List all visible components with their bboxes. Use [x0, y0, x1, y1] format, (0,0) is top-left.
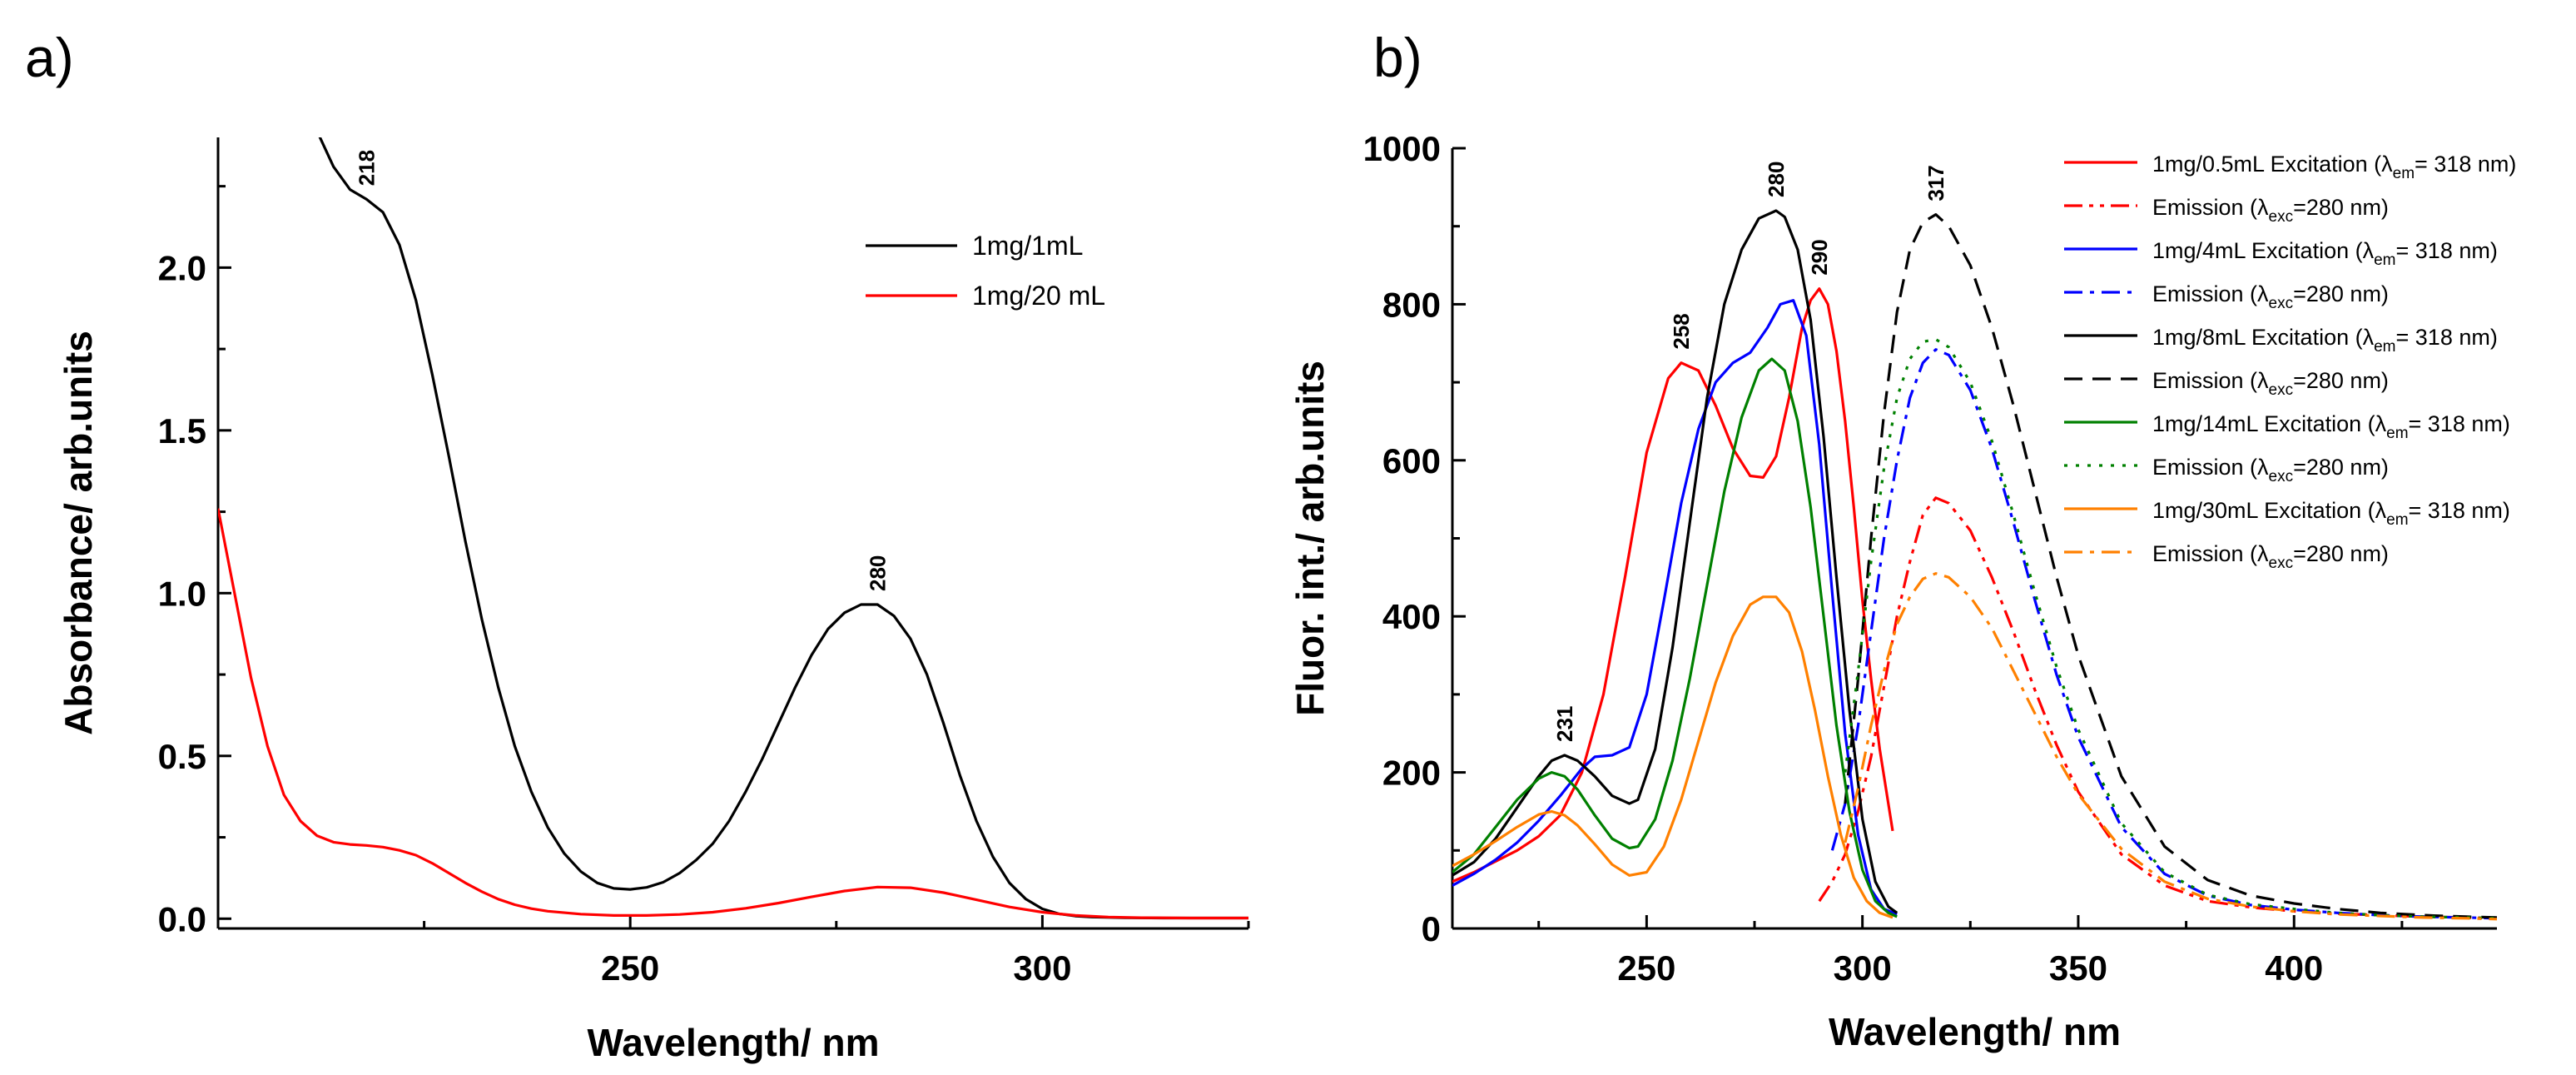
- panel-b-peak-label: 317: [1923, 165, 1948, 201]
- panel-b-x-axis-title: Wavelength/ nm: [1829, 1010, 2121, 1053]
- panel-b-series-line-4: [1452, 209, 1898, 914]
- panel-b-peak-label: 231: [1552, 706, 1577, 742]
- panel-b-series-line-8: [1452, 595, 1894, 919]
- panel-a-x-tick-label: 250: [601, 948, 659, 988]
- chart-panel-a: 250 300 0.0 0.5 1.0 1.5 2.0 Wavelength/ nm Absor…: [57, 137, 1250, 1064]
- panel-b-curves: [1452, 209, 2497, 921]
- panel-b-y-tick-label: 200: [1382, 754, 1441, 793]
- panel-a-y-tick-label: 0.5: [158, 737, 206, 776]
- panel-b-legend-entry-7: Emission (λexc=280 nm): [2152, 455, 2389, 485]
- panel-b-peak-label: 280: [1764, 162, 1789, 197]
- panel-b-y-tick-label: 400: [1382, 597, 1441, 636]
- panel-b-y-tick-label: 1000: [1363, 129, 1441, 168]
- panel-a-peak-label: 280: [865, 555, 890, 591]
- panel-b-series-line-5: [1844, 213, 2497, 919]
- panel-b-legend-entry-8: 1mg/30mL Excitation (λem= 318 nm): [2152, 498, 2510, 529]
- panel-b-x-tick-label: 350: [2049, 948, 2107, 988]
- panel-b-series-line-2: [1452, 299, 1898, 916]
- panel-b-legend: 1mg/0.5mL Excitation (λem= 318 nm) Emissi…: [2064, 152, 2516, 572]
- panel-b-legend-entry-4: 1mg/8mL Excitation (λem= 318 nm): [2152, 325, 2498, 356]
- panel-b-legend-entry-0: 1mg/0.5mL Excitation (λem= 318 nm): [2152, 152, 2516, 182]
- panel-b-legend-entry-3: Emission (λexc=280 nm): [2152, 281, 2389, 312]
- panel-b-series-line-9: [1844, 572, 2497, 921]
- panel-a-legend: 1mg/1mL 1mg/20 mL: [866, 231, 1105, 311]
- panel-b-y-tick-label: 600: [1382, 441, 1441, 480]
- panel-a-y-axis-title: Absorbance/ arb.units: [57, 331, 100, 735]
- panel-b-series-line-0: [1452, 287, 1894, 883]
- panel-b-label: b): [1373, 27, 1422, 88]
- panel-a-x-tick-label: 300: [1013, 948, 1071, 988]
- panel-b-peak-label: 290: [1807, 239, 1832, 275]
- panel-a-label: a): [25, 27, 74, 88]
- panel-b-y-axis-title: Fluor. int./ arb.units: [1288, 361, 1332, 716]
- panel-a-curves: [218, 137, 1248, 920]
- panel-a-series-line-1: [218, 508, 1248, 920]
- panel-b-x-tick-label: 250: [1617, 948, 1675, 988]
- panel-b-y-tick-label: 0: [1422, 909, 1441, 948]
- panel-b-x-tick-label: 300: [1834, 948, 1892, 988]
- panel-a-y-tick-label: 0.0: [158, 899, 206, 938]
- chart-panel-b: 250 300 350 400 0 200 400 600 800 1000 Wavelength/…: [1288, 129, 2516, 1053]
- panel-b-legend-entry-1: Emission (λexc=280 nm): [2152, 195, 2389, 226]
- panel-b-series-line-6: [1452, 357, 1898, 918]
- panel-a-y-tick-label: 2.0: [158, 248, 206, 287]
- panel-b-legend-entry-2: 1mg/4mL Excitation (λem= 318 nm): [2152, 238, 2498, 269]
- panel-b-series-line-3: [1830, 348, 2497, 920]
- panel-a-x-axis-title: Wavelength/ nm: [588, 1021, 880, 1064]
- panel-a-legend-entry-1: 1mg/20 mL: [972, 281, 1105, 311]
- panel-a-y-tick-label: 1.0: [158, 574, 206, 613]
- panel-b-x-tick-label: 400: [2265, 948, 2323, 988]
- panel-a-series-line-0: [318, 137, 1248, 920]
- panel-b-legend-entry-5: Emission (λexc=280 nm): [2152, 368, 2389, 399]
- panel-a-legend-entry-0: 1mg/1mL: [972, 231, 1083, 261]
- panel-b-peak-label: 258: [1669, 313, 1694, 349]
- panel-b-legend-entry-6: 1mg/14mL Excitation (λem= 318 nm): [2152, 411, 2510, 442]
- panel-a-peak-label: 218: [354, 150, 379, 186]
- panel-a-y-tick-label: 1.5: [158, 411, 206, 450]
- panel-b-series-line-1: [1818, 496, 2497, 920]
- panel-b-y-tick-label: 800: [1382, 285, 1441, 324]
- panel-b-legend-entry-9: Emission (λexc=280 nm): [2152, 541, 2389, 572]
